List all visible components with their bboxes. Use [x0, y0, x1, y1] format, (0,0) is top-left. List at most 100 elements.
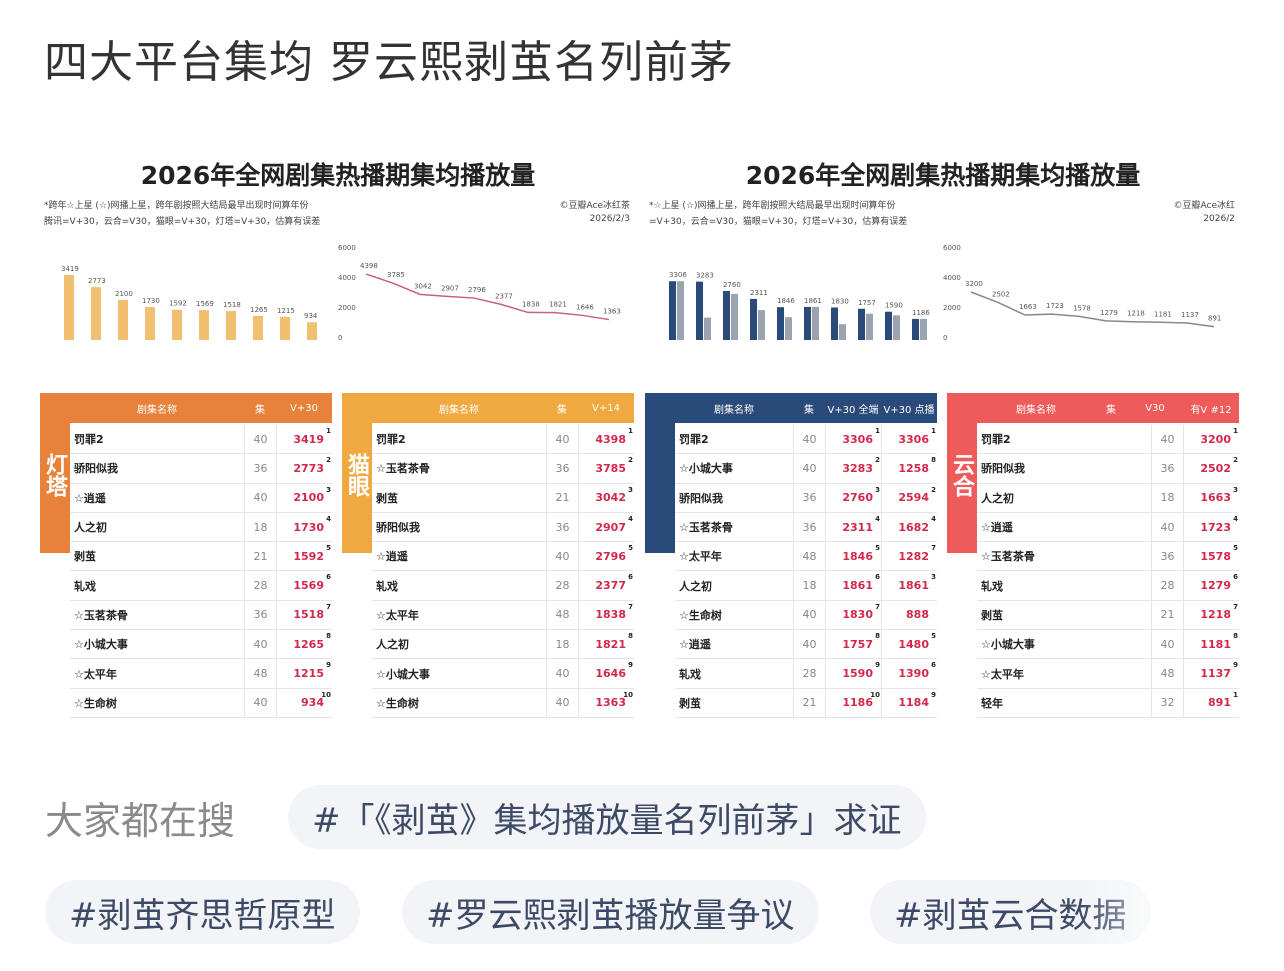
- table-body: 罚罪2 40 3306 1 3306 1 ☆小城大事 40 3283 2 1258 8 骄阳似我 36 27…: [675, 425, 937, 718]
- point-label: 4398: [360, 262, 378, 270]
- drama-name: 人之初: [376, 638, 409, 652]
- rank: 9: [931, 690, 936, 699]
- y-tick: 2000: [943, 304, 961, 312]
- episode-count: 36: [1151, 454, 1183, 483]
- platform-label: 云合: [947, 393, 977, 553]
- bar: [307, 322, 317, 340]
- rank: 5: [875, 544, 880, 553]
- episode-count: 36: [1151, 542, 1183, 571]
- point-label: 1663: [1019, 303, 1037, 311]
- bar-label: 1846: [777, 297, 795, 305]
- rank: 2: [326, 456, 331, 465]
- column-header: 集: [804, 404, 814, 416]
- table-row: 剥茧 21 3042 3: [372, 483, 634, 513]
- column-header: 有V #12: [1190, 404, 1232, 416]
- ranking-table: 剧集名称集 V+30 全端 V+30 点播 罚罪2 40 3306 1 3306 1 ☆小城大事 4…: [645, 393, 937, 723]
- search-chip[interactable]: #罗云熙剥茧播放量争议: [402, 880, 819, 944]
- avg-play-value: 888: [881, 600, 937, 630]
- avg-play-value: 891 1: [1183, 688, 1239, 717]
- episode-count: 21: [244, 542, 276, 571]
- platform-label: [645, 393, 675, 553]
- drama-name: 轧戏: [74, 579, 96, 593]
- table-row: ☆玉茗茶骨 36 2311 4 1682 4: [675, 512, 937, 543]
- rank: 9: [875, 661, 880, 670]
- table-header: 剧集名称 集 V30 有V #12: [977, 393, 1239, 423]
- table-row: ☆玉茗茶骨 36 1578 5: [977, 542, 1239, 572]
- table-row: ☆逍遥 40 2100 3: [70, 483, 332, 513]
- table-row: ☆太平年 48 1838 7: [372, 600, 634, 631]
- bar-label: 934: [304, 312, 318, 320]
- episode-count: 28: [793, 659, 825, 688]
- search-chip[interactable]: #剥茧齐思哲原型: [45, 880, 360, 944]
- drama-name: ☆小城大事: [376, 667, 430, 681]
- episode-count: 48: [793, 542, 825, 571]
- point-label: 2796: [468, 286, 486, 294]
- image-date: 2026/2/3: [589, 214, 630, 224]
- drama-name: 骄阳似我: [981, 462, 1025, 476]
- y-tick: 6000: [943, 244, 961, 252]
- post-image-left[interactable]: 2026年全网剧集热播期集均播放量 *跨年☆上星 (☆)网播上星，跨年剧按照大结局…: [40, 140, 636, 735]
- rank: 1: [931, 427, 936, 435]
- search-section-label: 大家都在搜: [45, 799, 236, 843]
- avg-play-value: 1861 6: [825, 571, 881, 600]
- bar: [226, 311, 236, 340]
- avg-play-value: 2311 4: [825, 512, 881, 542]
- table-row: ☆玉茗茶骨 36 3785 2: [372, 454, 634, 484]
- bar-label: 2760: [723, 281, 741, 289]
- avg-play-value: 2100 3: [276, 483, 332, 512]
- drama-name: ☆玉茗茶骨: [679, 521, 733, 535]
- bar: [920, 318, 927, 340]
- avg-play-value: 1846 5: [825, 542, 881, 571]
- avg-play-value: 1590 9: [825, 659, 881, 688]
- point-label: 3200: [965, 280, 983, 288]
- avg-play-value: 1830 7: [825, 600, 881, 630]
- bar-label: 3306: [669, 271, 687, 279]
- table-body: 罚罪2 40 3200 1 骄阳似我 36 2502 2 人之初 18 1663 3 ☆逍遥 40 1723…: [977, 425, 1239, 718]
- table-row: 骄阳似我 36 2502 2: [977, 454, 1239, 484]
- avg-play-value: 1838 7: [578, 600, 634, 630]
- episode-count: 40: [793, 425, 825, 454]
- avg-play-value: 1186 10: [825, 688, 881, 717]
- table-row: 人之初 18 1663 3: [977, 483, 1239, 513]
- episode-count: 40: [546, 542, 578, 571]
- avg-play-value: 2594 2: [881, 483, 937, 512]
- episode-count: 18: [793, 571, 825, 600]
- drama-name: 人之初: [679, 579, 712, 593]
- point-label: 1279: [1100, 309, 1118, 317]
- post-image-right[interactable]: 2026年全网剧集热播期集均播放量 *☆上星 (☆)网播上星，跨年剧按照大结局最早…: [645, 140, 1241, 735]
- avg-play-value: 1682 4: [881, 512, 937, 542]
- drama-name: 骄阳似我: [679, 491, 723, 505]
- episode-count: 40: [546, 425, 578, 454]
- bar: [199, 310, 209, 340]
- search-chip[interactable]: #「《剥茧》集均播放量名列前茅」求证: [288, 785, 926, 849]
- drama-name: ☆太平年: [74, 667, 117, 681]
- episode-count: 36: [793, 483, 825, 512]
- rank: 1: [1233, 690, 1238, 699]
- avg-play-value: 2907 4: [578, 512, 634, 542]
- table-row: 轧戏 28 1279 6: [977, 571, 1239, 601]
- rank: 7: [326, 602, 331, 611]
- ranking-table: 猫眼 剧集名称集 V+14 罚罪2 40 4398 1 ☆玉茗茶骨 36 3785 2 剥茧 21 304…: [342, 393, 634, 723]
- bar-label: 1757: [858, 299, 876, 307]
- rank: 5: [1233, 544, 1238, 553]
- bar: [253, 315, 263, 340]
- table-header: 剧集名称 集 V+14: [372, 393, 634, 423]
- avg-play-value: 3042 3: [578, 483, 634, 512]
- table-row: ☆逍遥 40 1723 4: [977, 512, 1239, 543]
- bar: [696, 281, 703, 340]
- avg-play-value: 1578 5: [1183, 542, 1239, 571]
- bar: [839, 324, 846, 340]
- drama-name: ☆生命树: [74, 696, 117, 710]
- point-label: 3785: [387, 271, 405, 279]
- bar: [777, 307, 784, 340]
- drama-name: ☆生命树: [376, 696, 419, 710]
- avg-play-value: 3419 1: [276, 425, 332, 454]
- table-row: 罚罪2 40 3306 1 3306 1: [675, 425, 937, 455]
- column-header: V+14: [592, 402, 620, 414]
- avg-play-value: 1137 9: [1183, 659, 1239, 688]
- table-body: 罚罪2 40 4398 1 ☆玉茗茶骨 36 3785 2 剥茧 21 3042 3 骄阳似我 36 290…: [372, 425, 634, 718]
- rank: 7: [875, 602, 880, 611]
- episode-count: 40: [244, 630, 276, 659]
- episode-count: 36: [546, 454, 578, 483]
- table-row: ☆太平年 48 1846 5 1282 7: [675, 542, 937, 572]
